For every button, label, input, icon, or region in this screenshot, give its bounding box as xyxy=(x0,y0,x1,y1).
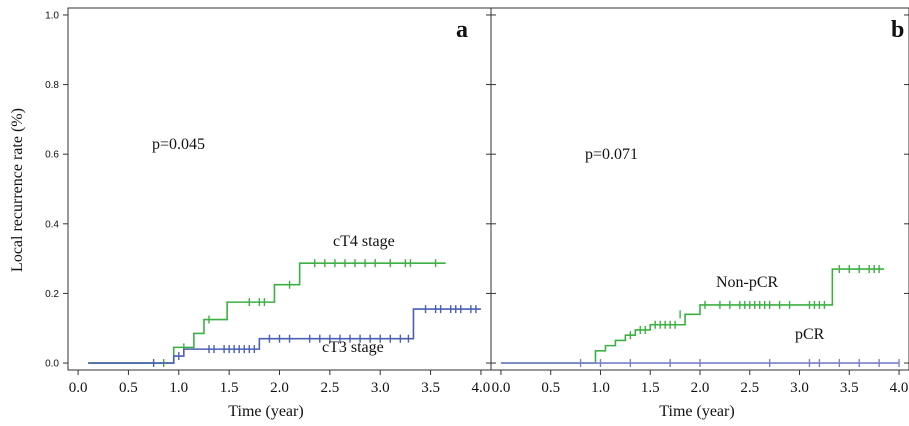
x-tick-label: 2.5 xyxy=(320,380,339,396)
panel-a: a p=0.045 Time (year) cT4 stage cT3 stag… xyxy=(152,17,468,420)
x-tick-label: 3.0 xyxy=(371,380,390,396)
y-tick-label: 0.0 xyxy=(45,359,59,370)
x-tick-label: 4.0 xyxy=(890,380,909,396)
x-tick-label: 3.5 xyxy=(421,380,440,396)
y-tick-label: 0.8 xyxy=(45,80,59,91)
x-tick-label: 1.0 xyxy=(591,380,610,396)
series-line-non-pcr xyxy=(500,268,885,364)
y-axis-label: Local recurrence rate (%) xyxy=(9,108,26,272)
panel-b-series-label-nonpcr: Non-pCR xyxy=(716,274,779,291)
x-tick-label: 0.5 xyxy=(119,380,138,396)
x-tick-label: 4.0 xyxy=(472,380,491,396)
x-tick-label: 1.5 xyxy=(641,380,660,396)
series-line-ct3-stage xyxy=(88,308,481,364)
x-tick-label: 0.5 xyxy=(541,380,560,396)
y-tick-label: 0.2 xyxy=(45,289,59,300)
y-tick-label: 0.6 xyxy=(45,150,59,161)
panel-b-pvalue: p=0.071 xyxy=(585,146,638,163)
panel-a-x-axis-label: Time (year) xyxy=(228,403,303,420)
x-tick-label: 0.0 xyxy=(69,380,88,396)
plot-area-b: 0.0 0.5 1.0 1.5 2.0 2.5 3.0 3.5 4.0 xyxy=(490,7,909,396)
panel-b-x-axis-label: Time (year) xyxy=(659,403,734,420)
series-line-ct4-stage xyxy=(88,262,446,364)
x-tick-label: 3.0 xyxy=(790,380,809,396)
x-tick-label: 2.0 xyxy=(270,380,289,396)
panel-b: b p=0.071 Time (year) Non-pCR pCR xyxy=(585,17,904,420)
plot-area-a: 0.0 0.5 1.0 1.5 2.0 2.5 3.0 3.5 4.0 0.0 0.2 0.4 0.6 0… xyxy=(45,7,492,396)
x-tick-label: 2.5 xyxy=(740,380,759,396)
panel-a-series-label-ct3: cT3 stage xyxy=(322,339,384,356)
x-tick-label: 2.0 xyxy=(691,380,710,396)
panel-a-label: a xyxy=(456,17,468,43)
x-tick-label: 3.5 xyxy=(840,380,859,396)
panel-b-label: b xyxy=(891,17,904,43)
y-tick-label: 1.0 xyxy=(45,10,59,21)
panel-a-series-label-ct4: cT4 stage xyxy=(333,233,395,250)
x-tick-label: 0.0 xyxy=(492,380,511,396)
x-tick-label: 1.0 xyxy=(169,380,188,396)
x-tick-label: 1.5 xyxy=(220,380,239,396)
panel-a-pvalue: p=0.045 xyxy=(152,136,205,153)
y-tick-label: 0.4 xyxy=(45,219,59,230)
panel-b-series-label-pcr: pCR xyxy=(795,326,825,343)
